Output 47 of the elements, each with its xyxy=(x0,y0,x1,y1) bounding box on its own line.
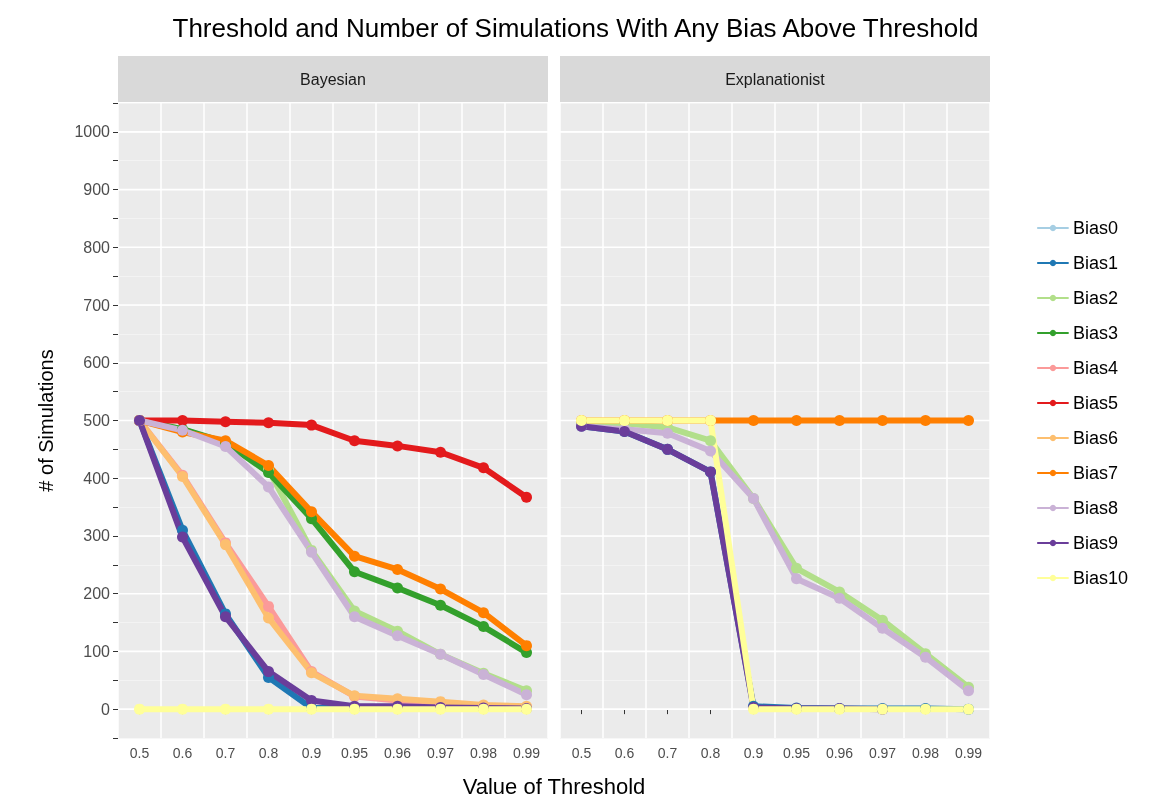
x-tick-label: 0.98 xyxy=(911,745,940,761)
y-tick-label: 800 xyxy=(83,238,111,256)
x-tick-label: 0.96 xyxy=(383,745,412,761)
y-tick-label: 100 xyxy=(83,642,111,660)
x-tick-label: 0.9 xyxy=(743,745,764,761)
chart-subtitle: Explanationist xyxy=(725,70,826,88)
x-tick-label: 0.99 xyxy=(512,745,541,761)
x-tick-label: 0.95 xyxy=(782,745,811,761)
legend-label: Bias5 xyxy=(1072,393,1118,413)
x-tick-label: 0.7 xyxy=(657,745,678,761)
chart-subtitle: Bayesian xyxy=(300,70,366,88)
y-tick-label: 0 xyxy=(101,700,111,718)
y-tick-label: 1000 xyxy=(74,123,111,141)
x-tick-label: 0.8 xyxy=(258,745,279,761)
y-axis-title: # of Simulations xyxy=(35,349,57,492)
x-tick-label: 0.6 xyxy=(172,745,193,761)
x-tick-label: 0.5 xyxy=(571,745,592,761)
legend-label: Bias7 xyxy=(1072,463,1118,483)
x-axis-title: Value of Threshold xyxy=(462,773,646,796)
x-tick-label: 0.96 xyxy=(825,745,854,761)
x-tick-label: 0.8 xyxy=(700,745,721,761)
legend-label: Bias0 xyxy=(1072,218,1118,238)
legend-label: Bias8 xyxy=(1072,498,1118,518)
legend-label: Bias4 xyxy=(1072,358,1118,378)
legend-label: Bias10 xyxy=(1072,568,1129,588)
y-tick-label: 300 xyxy=(83,527,111,545)
legend-label: Bias6 xyxy=(1072,428,1118,448)
x-tick-label: 0.9 xyxy=(301,745,322,761)
x-tick-label: 0.7 xyxy=(215,745,236,761)
y-tick-label: 900 xyxy=(83,181,111,199)
legend-label: Bias9 xyxy=(1072,533,1118,553)
legend-label: Bias2 xyxy=(1072,288,1118,308)
y-tick-label: 600 xyxy=(83,354,111,372)
y-tick-label: 500 xyxy=(83,412,111,429)
x-tick-label: 0.97 xyxy=(868,745,897,761)
x-tick-label: 0.5 xyxy=(129,745,150,761)
y-tick-label: 200 xyxy=(83,585,111,603)
x-tick-label: 0.99 xyxy=(954,745,983,761)
y-tick-label: 700 xyxy=(83,296,111,314)
x-tick-label: 0.98 xyxy=(469,745,498,761)
legend-label: Bias1 xyxy=(1072,253,1118,273)
y-tick-label: 400 xyxy=(83,469,111,487)
legend-label: Bias3 xyxy=(1072,323,1118,343)
x-tick-label: 0.95 xyxy=(340,745,369,761)
x-tick-label: 0.97 xyxy=(426,745,455,761)
chart-title: Threshold and Number of Simulations With Any Bias Above Threshold xyxy=(172,13,979,43)
x-tick-label: 0.6 xyxy=(614,745,635,761)
